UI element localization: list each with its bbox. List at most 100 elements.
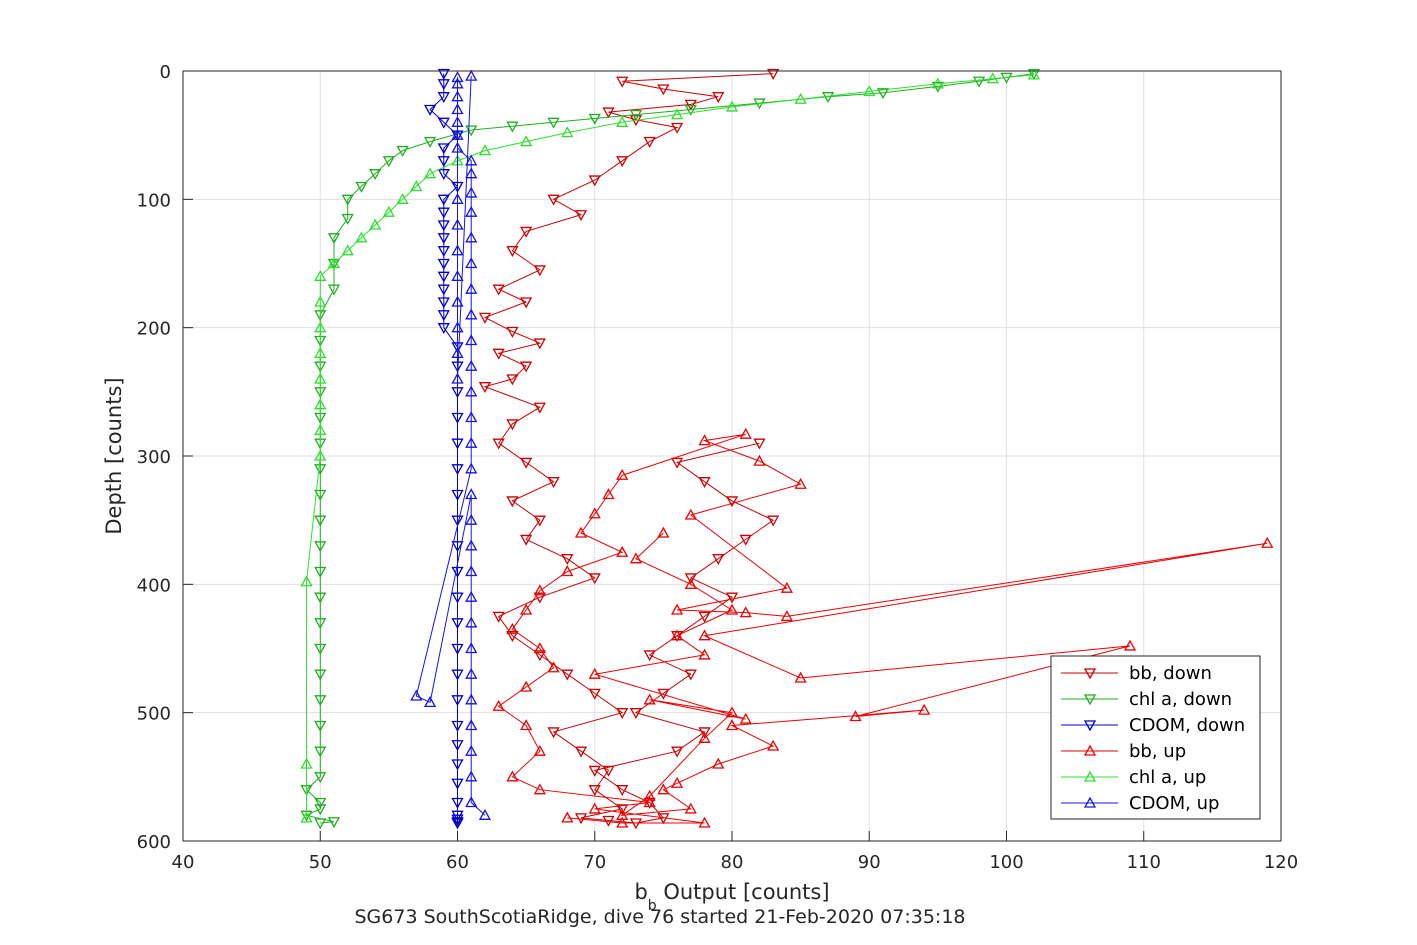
data-point — [1027, 68, 1041, 80]
data-point — [657, 526, 670, 538]
data-point — [451, 321, 464, 333]
data-point — [451, 669, 464, 681]
data-point — [506, 496, 519, 508]
data-point — [670, 776, 684, 788]
data-point — [684, 508, 697, 520]
data-point — [451, 412, 464, 424]
data-point — [314, 643, 327, 655]
legend-label: chl a, up — [1129, 767, 1206, 788]
x-tick-label: 100 — [989, 852, 1023, 873]
data-point — [451, 566, 464, 578]
data-point — [437, 271, 450, 283]
data-point — [643, 796, 656, 808]
series-cdom-down — [423, 68, 464, 830]
data-point — [698, 611, 711, 623]
data-point — [698, 816, 711, 828]
data-point — [465, 257, 478, 269]
data-point — [670, 746, 684, 758]
legend-entry: CDOM, down — [1061, 715, 1245, 736]
x-label-main: b — [634, 880, 647, 904]
data-point — [465, 616, 478, 628]
data-point — [506, 631, 519, 643]
data-point — [465, 167, 478, 179]
data-point — [465, 770, 478, 782]
data-point — [794, 671, 807, 683]
data-point — [492, 438, 505, 450]
data-point — [410, 689, 423, 701]
chart-title: SG673 SouthScotiaRidge, dive 76 started … — [354, 906, 965, 928]
data-point — [698, 629, 711, 641]
data-point — [314, 566, 327, 578]
data-point — [465, 205, 478, 217]
data-point — [918, 703, 931, 715]
data-point — [314, 746, 327, 758]
data-point — [314, 515, 327, 527]
data-point — [588, 175, 601, 187]
y-axis: 0 100 200 300 400 500 600 — [137, 62, 193, 853]
data-point — [520, 603, 533, 615]
data-point — [986, 72, 999, 84]
data-point — [437, 117, 450, 129]
x-axis: 40 50 60 70 80 90 100 110 120 — [172, 831, 1298, 873]
data-point — [451, 295, 464, 307]
x-tick-label: 110 — [1127, 852, 1161, 873]
data-point — [547, 194, 560, 206]
data-point — [629, 708, 643, 720]
data-point — [465, 642, 478, 654]
data-point — [437, 310, 450, 322]
data-point — [725, 100, 739, 112]
data-point — [533, 584, 546, 596]
data-point — [533, 265, 546, 277]
data-point — [451, 90, 464, 102]
data-point — [794, 477, 807, 489]
data-point — [410, 180, 423, 192]
data-point — [629, 818, 643, 830]
data-point — [314, 346, 327, 358]
data-point — [314, 372, 327, 384]
data-point — [506, 374, 519, 386]
data-point — [684, 802, 697, 814]
data-point — [574, 813, 588, 825]
data-point — [382, 205, 395, 217]
data-point — [465, 186, 478, 198]
data-point — [369, 218, 382, 230]
data-point — [341, 194, 354, 206]
data-point — [533, 650, 546, 662]
data-point — [643, 789, 656, 801]
data-point — [616, 115, 629, 127]
data-point — [437, 284, 450, 296]
data-point — [725, 706, 739, 718]
data-point — [588, 573, 601, 585]
data-point — [547, 661, 560, 673]
data-point — [423, 167, 437, 179]
legend-label: bb, up — [1129, 741, 1186, 762]
data-point — [863, 85, 876, 97]
data-point — [616, 468, 629, 480]
data-point — [712, 554, 725, 566]
data-point — [533, 744, 546, 756]
data-point — [423, 696, 437, 708]
data-point — [478, 382, 492, 394]
data-point — [643, 693, 656, 705]
data-point — [437, 169, 450, 181]
data-point — [451, 515, 464, 527]
data-point — [533, 642, 546, 654]
x-label-rest: Output [counts] — [657, 880, 830, 904]
data-point — [520, 719, 533, 731]
data-point — [602, 488, 615, 500]
series-chl-a-up — [300, 68, 1041, 823]
data-point — [780, 610, 794, 622]
data-point — [451, 818, 464, 830]
data-point — [451, 438, 464, 450]
legend-entry: chl a, up — [1061, 767, 1206, 788]
data-point — [478, 312, 492, 324]
data-point — [670, 457, 684, 469]
data-point — [533, 338, 546, 350]
data-point — [725, 603, 739, 615]
data-point — [451, 759, 464, 771]
data-point — [931, 77, 944, 89]
data-point — [506, 121, 519, 133]
data-point — [437, 143, 450, 155]
data-point — [876, 88, 890, 100]
y-tick-label: 300 — [137, 447, 171, 468]
